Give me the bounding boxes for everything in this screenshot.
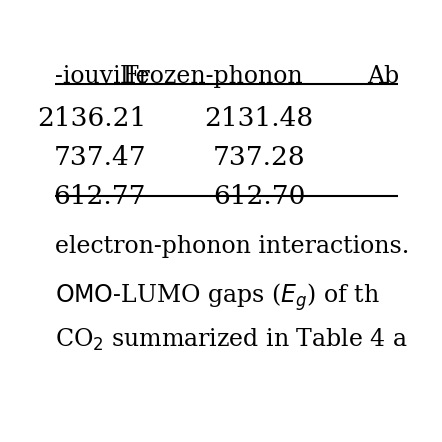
Text: CO$_2$ summarized in Table 4 a: CO$_2$ summarized in Table 4 a: [55, 327, 408, 353]
Text: 737.28: 737.28: [213, 145, 305, 170]
Text: -iouville: -iouville: [55, 65, 150, 88]
Text: 2136.21: 2136.21: [37, 106, 146, 131]
Text: Ab: Ab: [367, 65, 399, 88]
Text: $\mathrm{OMO}$-LUMO gaps ($E_g$) of th: $\mathrm{OMO}$-LUMO gaps ($E_g$) of th: [55, 281, 380, 313]
Text: 737.47: 737.47: [53, 145, 146, 170]
Text: 612.77: 612.77: [53, 184, 146, 209]
Text: Frozen-phonon: Frozen-phonon: [122, 65, 303, 88]
Text: 2131.48: 2131.48: [205, 106, 314, 131]
Text: 612.70: 612.70: [213, 184, 305, 209]
Text: electron-phonon interactions.: electron-phonon interactions.: [55, 235, 410, 258]
